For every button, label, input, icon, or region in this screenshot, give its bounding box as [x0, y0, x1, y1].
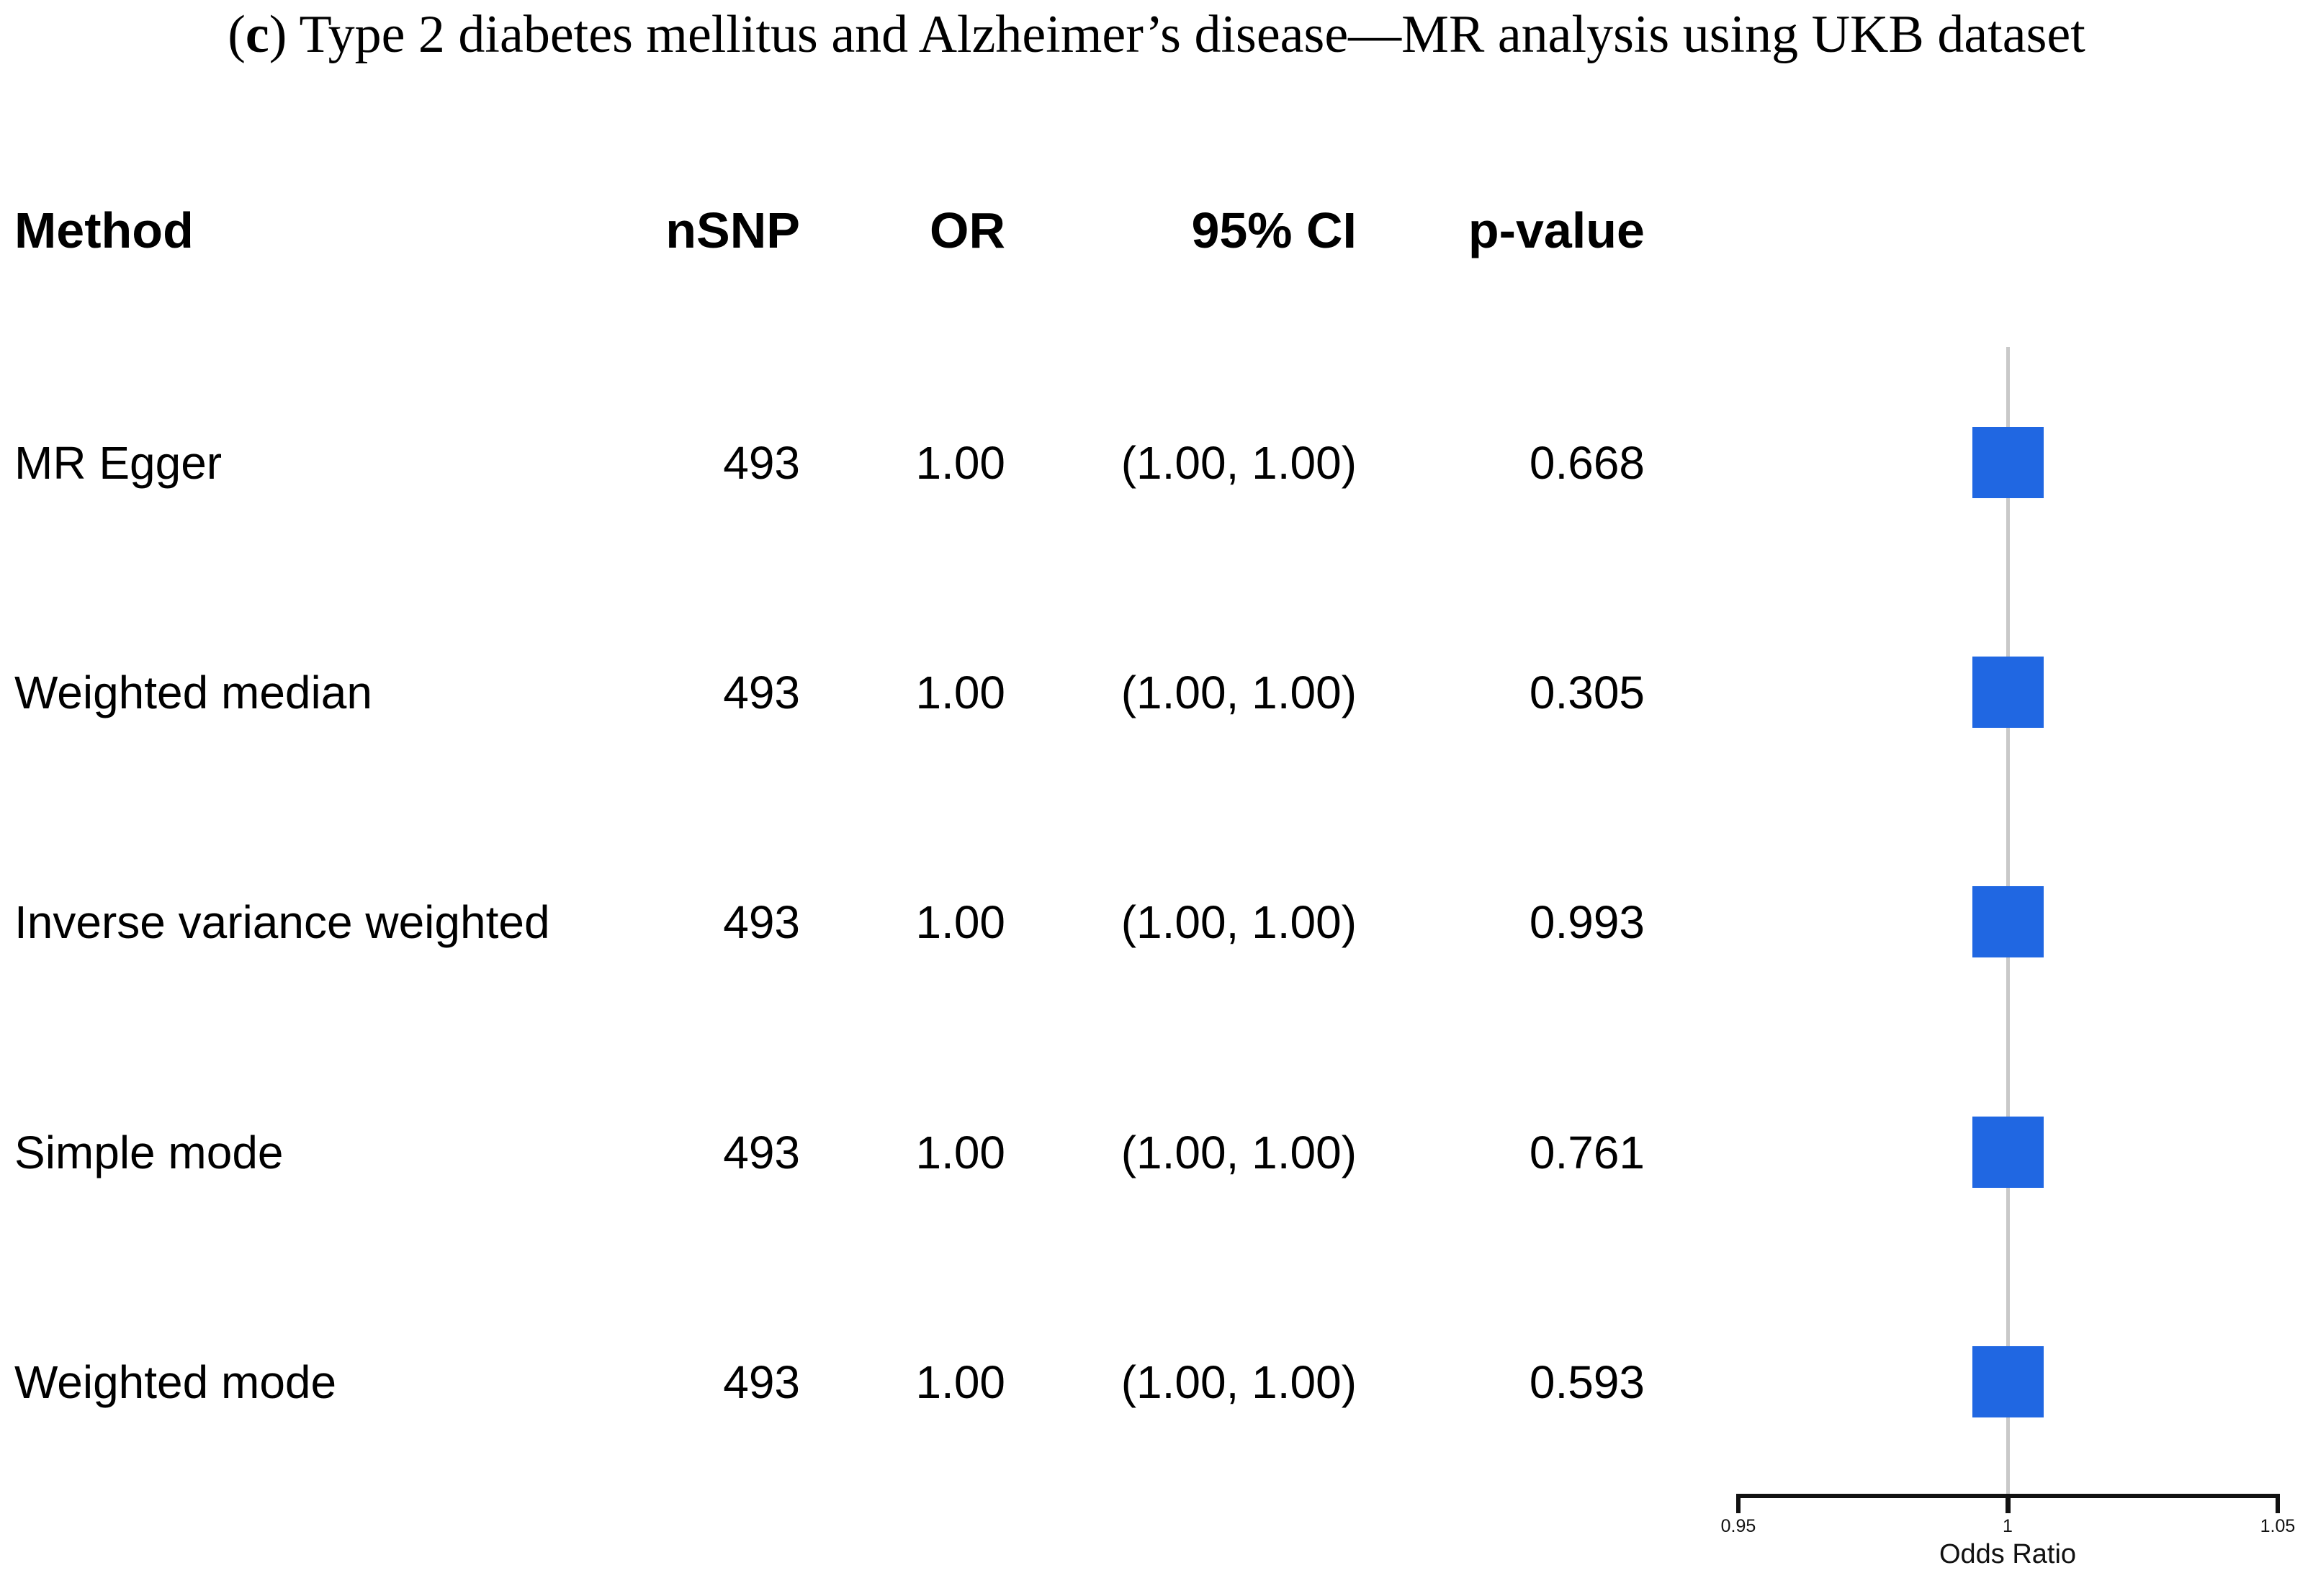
or-marker-square: [1972, 1117, 2044, 1188]
or-marker-square: [1972, 427, 2044, 498]
or-marker-square: [1972, 657, 2044, 728]
nsnp-value: 493: [723, 667, 800, 718]
method-label: MR Egger: [14, 437, 223, 489]
column-header-ci: 95% CI: [1191, 202, 1357, 258]
nsnp-value: 493: [723, 437, 800, 489]
table-header-row: Method nSNP OR 95% CI p-value: [0, 187, 2313, 274]
title-text: Type 2 diabetes mellitus and Alzheimer’s…: [299, 5, 2085, 64]
column-header-nsnp: nSNP: [665, 202, 800, 258]
x-axis-tick-right: [2276, 1494, 2280, 1513]
nsnp-value: 493: [723, 1127, 800, 1178]
title-panel-letter: c: [245, 5, 269, 64]
nsnp-value: 493: [723, 1356, 800, 1408]
or-marker-square: [1972, 1346, 2044, 1417]
x-axis-tick-label: 1: [2003, 1516, 2013, 1536]
or-value: 1.00: [915, 896, 1005, 948]
pvalue-value: 0.305: [1529, 667, 1645, 718]
x-axis-tick-label: 1.05: [2260, 1516, 2296, 1536]
ci-value: (1.00, 1.00): [1120, 667, 1357, 718]
method-label: Simple mode: [14, 1127, 284, 1178]
ci-value: (1.00, 1.00): [1120, 437, 1357, 489]
table-row: Weighted median 493 1.00 (1.00, 1.00) 0.…: [0, 649, 2313, 736]
or-value: 1.00: [915, 1127, 1005, 1178]
pvalue-value: 0.993: [1529, 896, 1645, 948]
pvalue-value: 0.668: [1529, 437, 1645, 489]
or-value: 1.00: [915, 667, 1005, 718]
x-axis-title: Odds Ratio: [1939, 1539, 2077, 1569]
column-header-pvalue: p-value: [1468, 202, 1645, 258]
method-label: Inverse variance weighted: [14, 896, 550, 948]
table-row: Weighted mode 493 1.00 (1.00, 1.00) 0.59…: [0, 1339, 2313, 1425]
column-header-method: Method: [14, 202, 194, 258]
table-row: Inverse variance weighted 493 1.00 (1.00…: [0, 879, 2313, 965]
table-row: Simple mode 493 1.00 (1.00, 1.00) 0.761: [0, 1109, 2313, 1196]
title-paren-close: ): [269, 5, 300, 64]
method-label: Weighted mode: [14, 1356, 337, 1408]
x-axis-tick-label: 0.95: [1720, 1516, 1756, 1536]
nsnp-value: 493: [723, 896, 800, 948]
title-paren-open: (: [228, 5, 246, 64]
ci-value: (1.00, 1.00): [1120, 1356, 1357, 1408]
x-axis-tick-left: [1736, 1494, 1741, 1513]
or-value: 1.00: [915, 437, 1005, 489]
column-header-or: OR: [930, 202, 1005, 258]
figure-title: (c) Type 2 diabetes mellitus and Alzheim…: [0, 4, 2313, 66]
or-value: 1.00: [915, 1356, 1005, 1408]
ci-value: (1.00, 1.00): [1120, 1127, 1357, 1178]
ci-value: (1.00, 1.00): [1120, 896, 1357, 948]
pvalue-value: 0.761: [1529, 1127, 1645, 1178]
x-axis-tick-center: [2006, 1494, 2011, 1513]
table-row: MR Egger 493 1.00 (1.00, 1.00) 0.668: [0, 420, 2313, 506]
method-label: Weighted median: [14, 667, 372, 718]
or-marker-square: [1972, 886, 2044, 957]
pvalue-value: 0.593: [1529, 1356, 1645, 1408]
